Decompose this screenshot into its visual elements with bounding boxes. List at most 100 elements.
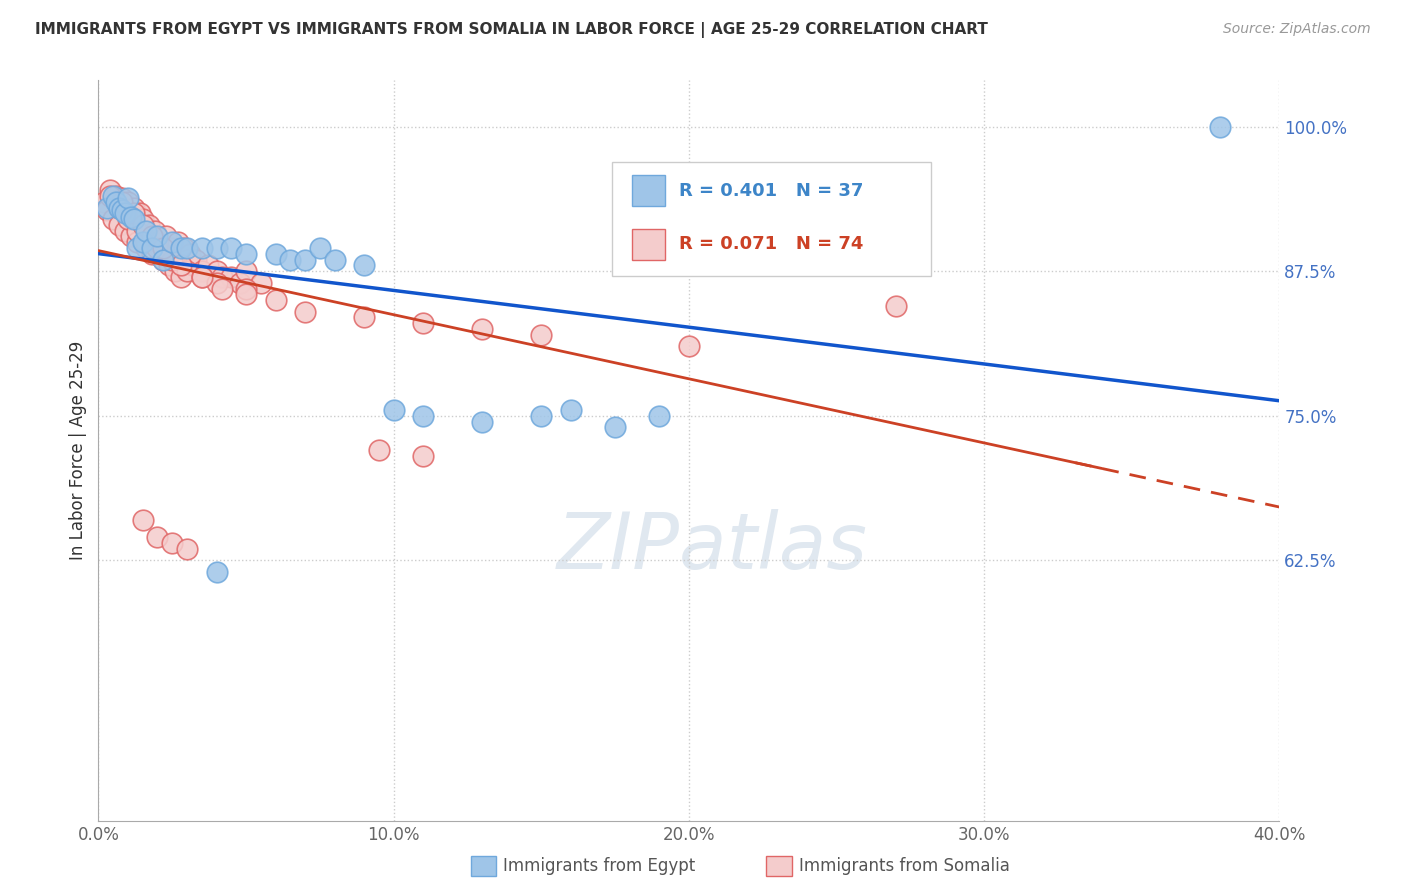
Point bbox=[103, 212, 125, 227]
Text: Source: ZipAtlas.com: Source: ZipAtlas.com bbox=[1223, 22, 1371, 37]
Point bbox=[98, 189, 121, 203]
Point bbox=[114, 224, 136, 238]
Point bbox=[191, 241, 214, 255]
Point bbox=[96, 202, 118, 217]
Point bbox=[132, 218, 155, 232]
Point bbox=[211, 281, 233, 295]
Point bbox=[143, 224, 166, 238]
Point bbox=[235, 281, 257, 295]
Point bbox=[96, 201, 118, 215]
Point bbox=[162, 252, 183, 267]
Point bbox=[530, 327, 553, 342]
Point bbox=[191, 269, 214, 284]
Point bbox=[132, 513, 155, 527]
Text: Immigrants from Somalia: Immigrants from Somalia bbox=[799, 857, 1010, 875]
Point bbox=[120, 229, 142, 244]
Point bbox=[412, 409, 434, 423]
Point bbox=[530, 409, 553, 423]
Point bbox=[170, 269, 193, 284]
Point bbox=[135, 241, 157, 255]
Point bbox=[141, 241, 163, 255]
Point bbox=[323, 252, 346, 267]
Point bbox=[135, 235, 157, 250]
Point bbox=[179, 247, 201, 261]
Point bbox=[125, 224, 148, 238]
FancyBboxPatch shape bbox=[633, 175, 665, 206]
Point bbox=[170, 259, 193, 273]
Point bbox=[173, 241, 195, 255]
Point bbox=[117, 194, 139, 209]
Point bbox=[105, 194, 128, 209]
Point bbox=[211, 269, 233, 284]
Point bbox=[412, 316, 434, 330]
Point bbox=[205, 276, 228, 290]
Point bbox=[155, 229, 177, 244]
Point bbox=[229, 276, 252, 290]
Point bbox=[162, 235, 183, 250]
Point bbox=[560, 403, 582, 417]
Point bbox=[250, 276, 273, 290]
Point bbox=[146, 235, 169, 250]
Point bbox=[294, 252, 316, 267]
Point bbox=[197, 259, 219, 273]
Point bbox=[125, 235, 148, 250]
Point bbox=[471, 415, 494, 429]
Text: R = 0.071   N = 74: R = 0.071 N = 74 bbox=[679, 235, 863, 253]
Point bbox=[181, 259, 204, 273]
Text: IMMIGRANTS FROM EGYPT VS IMMIGRANTS FROM SOMALIA IN LABOR FORCE | AGE 25-29 CORR: IMMIGRANTS FROM EGYPT VS IMMIGRANTS FROM… bbox=[35, 22, 988, 38]
Point bbox=[280, 252, 302, 267]
Point bbox=[138, 218, 160, 232]
Point bbox=[221, 241, 243, 255]
Point bbox=[103, 189, 125, 203]
Point bbox=[111, 202, 134, 217]
Point bbox=[93, 194, 115, 209]
Point bbox=[122, 201, 145, 215]
Point bbox=[152, 252, 174, 267]
Point bbox=[264, 247, 287, 261]
Point bbox=[235, 287, 257, 301]
Point bbox=[111, 194, 134, 209]
Point bbox=[191, 264, 214, 278]
Point bbox=[382, 403, 405, 417]
Point bbox=[235, 264, 257, 278]
Point bbox=[111, 191, 134, 205]
Text: ZIPatlas: ZIPatlas bbox=[557, 508, 868, 585]
Point bbox=[191, 269, 214, 284]
Text: R = 0.401   N = 37: R = 0.401 N = 37 bbox=[679, 182, 863, 200]
Point bbox=[176, 241, 198, 255]
Point bbox=[146, 241, 169, 255]
Point bbox=[146, 229, 169, 244]
Point bbox=[176, 541, 198, 556]
Point bbox=[368, 443, 391, 458]
Point bbox=[167, 235, 190, 250]
Point bbox=[122, 206, 145, 220]
Point bbox=[132, 235, 155, 250]
Point bbox=[141, 229, 163, 244]
Point bbox=[132, 212, 155, 227]
Point bbox=[205, 241, 228, 255]
Point bbox=[120, 210, 142, 224]
Point bbox=[162, 241, 183, 255]
Point bbox=[605, 420, 627, 434]
Point bbox=[108, 218, 131, 232]
Point bbox=[141, 247, 163, 261]
Point bbox=[114, 206, 136, 220]
Point bbox=[353, 259, 375, 273]
Point bbox=[205, 264, 228, 278]
FancyBboxPatch shape bbox=[612, 161, 931, 277]
Point bbox=[128, 206, 150, 220]
Point bbox=[176, 264, 198, 278]
Point bbox=[146, 530, 169, 544]
Point bbox=[149, 241, 172, 255]
Point bbox=[105, 189, 128, 203]
Point bbox=[170, 241, 193, 255]
Point bbox=[884, 299, 907, 313]
Point bbox=[157, 259, 180, 273]
Point bbox=[294, 304, 316, 318]
Point bbox=[176, 252, 198, 267]
Point bbox=[98, 183, 121, 197]
Point bbox=[152, 252, 174, 267]
Point bbox=[235, 247, 257, 261]
Point bbox=[135, 224, 157, 238]
Point bbox=[125, 241, 148, 255]
